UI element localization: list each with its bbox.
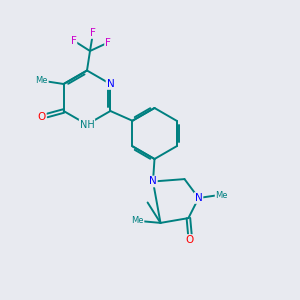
Text: N: N xyxy=(149,176,157,187)
Text: NH: NH xyxy=(80,119,94,130)
Text: O: O xyxy=(38,112,46,122)
Text: Me: Me xyxy=(131,216,144,225)
Text: O: O xyxy=(186,235,194,245)
Text: Me: Me xyxy=(35,76,48,85)
Text: N: N xyxy=(195,193,203,203)
Text: Me: Me xyxy=(215,191,228,200)
Text: N: N xyxy=(106,79,114,89)
Text: F: F xyxy=(70,35,76,46)
Text: F: F xyxy=(90,28,96,38)
Text: F: F xyxy=(105,38,111,48)
